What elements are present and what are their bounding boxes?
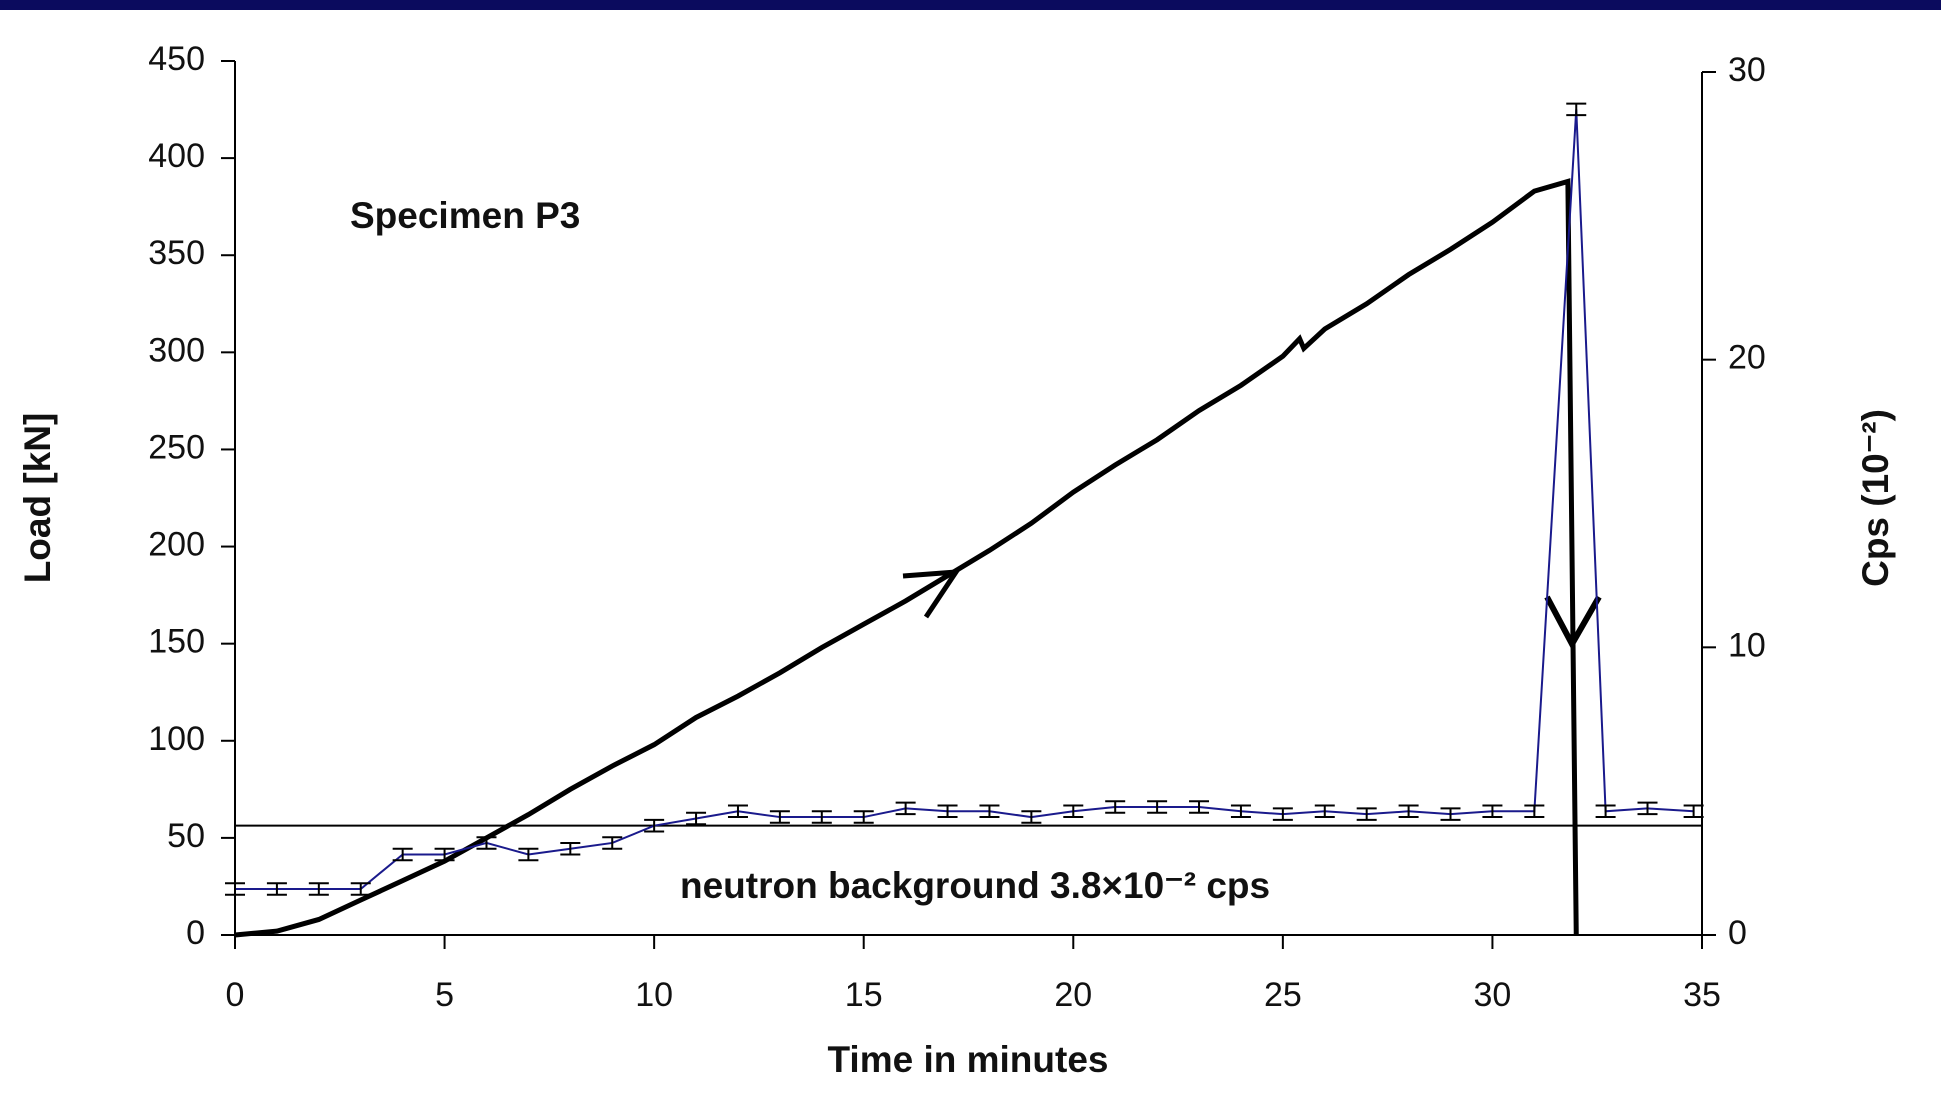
x-tick-label: 10 [635,976,673,1014]
y2-tick-label: 10 [1728,626,1766,664]
error-bar [1398,804,1419,819]
y-tick-label: 50 [167,817,205,855]
error-bar [769,810,790,824]
error-bar [560,841,581,856]
y-tick-label: 450 [148,40,205,78]
error-bar [1482,804,1503,819]
y-tick-label: 250 [148,428,205,466]
error-bar [1314,804,1335,819]
error-bar [1524,804,1545,819]
error-bar [1063,804,1084,819]
y2-axis-title: Cps (10⁻²) [1855,409,1896,587]
error-bar [518,847,539,862]
error-bar [434,847,455,862]
error-bar [1105,800,1126,814]
x-tick-label: 5 [435,976,454,1014]
error-bar [1021,810,1042,824]
error-bar [225,882,245,896]
error-bar [1189,800,1210,814]
y-tick-label: 300 [148,331,205,369]
error-bar [308,882,329,896]
error-bar [1595,804,1616,819]
x-tick-label: 0 [226,976,245,1014]
error-bar [937,804,958,819]
y-tick-label: 100 [148,720,205,758]
error-bar [979,804,1000,819]
x-tick-label: 20 [1054,976,1092,1014]
arrow-head [902,569,961,619]
series-line [235,109,1694,890]
x-tick-label: 35 [1683,976,1721,1014]
error-bar [1566,102,1587,117]
error-bar [1637,801,1658,816]
error-bar [644,818,665,833]
top-bar [0,0,1941,10]
x-axis-title: Time in minutes [828,1039,1109,1080]
error-bar [266,882,287,896]
error-bar [811,810,832,824]
error-bar [1147,800,1168,814]
x-tick-label: 25 [1264,976,1302,1014]
error-bar [392,847,413,862]
error-bar [1272,807,1293,821]
error-bar [350,882,371,896]
series-line [234,178,1579,938]
error-bar [1356,807,1377,821]
y2-tick-label: 0 [1728,914,1747,952]
y-tick-label: 150 [148,623,205,661]
error-bar [895,801,916,816]
error-bar [1440,807,1461,821]
error-bar [1230,804,1251,819]
y2-tick-label: 30 [1728,51,1766,89]
error-bar [476,836,497,850]
error-bar [686,811,707,826]
y-tick-label: 0 [186,914,205,952]
error-bar [1683,804,1704,819]
annotation: Specimen P3 [350,195,580,236]
y-tick-label: 200 [148,526,205,564]
y2-tick-label: 20 [1728,339,1766,377]
y-tick-label: 400 [148,137,205,175]
y-axis-title: Load [kN] [17,413,58,584]
error-bar [727,804,748,819]
x-tick-label: 30 [1474,976,1512,1014]
error-bar [602,836,623,850]
y-tick-label: 350 [148,234,205,272]
error-bar [853,810,874,824]
x-tick-label: 15 [845,976,883,1014]
reference-label: neutron background 3.8×10⁻² cps [680,865,1270,906]
